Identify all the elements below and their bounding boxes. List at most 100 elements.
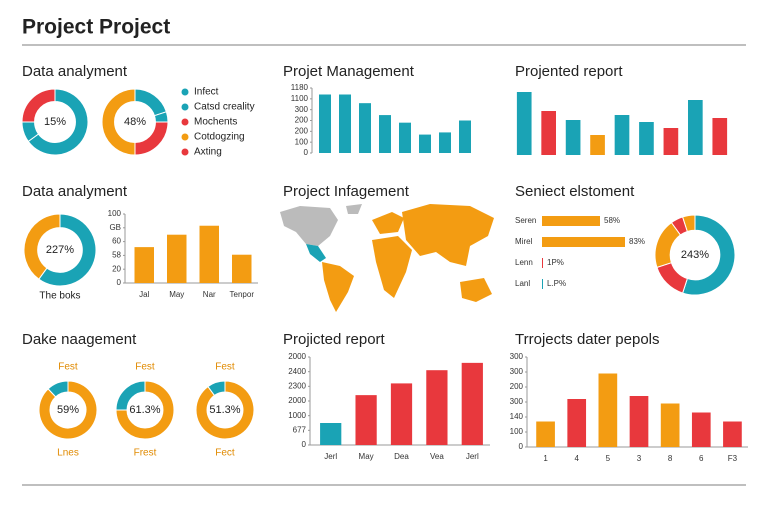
- x-tick-label: Tenpor: [230, 290, 255, 299]
- x-tick-label: 4: [574, 454, 579, 463]
- donut-label: 51.3%: [209, 404, 240, 416]
- panel-title: Seniect elstoment: [515, 183, 635, 200]
- donut-label: 48%: [124, 116, 146, 128]
- bar: [359, 103, 371, 153]
- panel-title: Data analyment: [22, 63, 128, 80]
- panel-title: Projented report: [515, 63, 623, 80]
- donut-segment: [115, 380, 175, 440]
- bar: [319, 94, 331, 153]
- donut-segment: [38, 213, 97, 287]
- bar: [723, 421, 742, 447]
- donut-segment: [21, 88, 56, 123]
- legend-label: Infect: [194, 87, 219, 98]
- legend-label: Catsd creality: [194, 102, 255, 113]
- bar: [663, 128, 679, 155]
- donut-label: 227%: [46, 244, 74, 256]
- legend-swatch: [181, 148, 189, 156]
- category-label: Mirel: [515, 237, 533, 246]
- x-tick-label: Vea: [430, 452, 444, 461]
- donut-segment: [101, 88, 136, 156]
- bar: [390, 383, 413, 445]
- legend-label: Mochents: [194, 117, 237, 128]
- panel-title: Projicted report: [283, 331, 386, 348]
- y-tick-label: 300: [510, 397, 524, 406]
- y-tick-label: 1000: [288, 411, 306, 420]
- bar: [542, 258, 543, 268]
- page-title: Project Project: [22, 16, 170, 39]
- value-label: 58%: [604, 216, 620, 225]
- bar: [439, 132, 451, 153]
- donut-segment: [27, 88, 89, 156]
- bar: [339, 94, 351, 153]
- y-tick-label: 2000: [288, 352, 306, 361]
- panel-title: Dake naagement: [22, 331, 137, 348]
- y-tick-label: 0: [117, 278, 122, 287]
- bar: [688, 100, 703, 155]
- donut-bottom-label: Lnes: [57, 448, 79, 459]
- bar: [516, 92, 532, 155]
- bar: [134, 247, 154, 283]
- bar: [426, 370, 448, 445]
- donut-label: 15%: [44, 116, 66, 128]
- x-tick-label: May: [359, 452, 374, 461]
- donut-segment: [23, 213, 61, 280]
- x-tick-label: 3: [637, 454, 642, 463]
- bar: [590, 135, 605, 155]
- category-label: Lanl: [515, 279, 530, 288]
- bar: [379, 115, 391, 153]
- y-tick-label: 2000: [288, 396, 306, 405]
- donut-top-label: Fest: [58, 362, 78, 373]
- y-tick-label: 20: [112, 264, 121, 273]
- y-tick-label: 0: [302, 440, 307, 449]
- donut-segment: [682, 214, 696, 233]
- legend-label: Cotdogzing: [194, 132, 245, 143]
- legend-swatch: [181, 88, 189, 96]
- bar: [167, 234, 187, 283]
- donut-bottom-label: Fect: [215, 448, 235, 459]
- bar: [461, 362, 483, 445]
- x-tick-label: 5: [606, 454, 611, 463]
- bar: [629, 396, 649, 447]
- x-tick-label: 6: [699, 454, 704, 463]
- panel-title: Trrojects dater pepols: [515, 331, 660, 348]
- bar: [542, 237, 625, 247]
- y-tick-label: 200: [295, 126, 309, 135]
- x-tick-label: Jal: [139, 290, 149, 299]
- bar: [419, 134, 431, 153]
- bar: [598, 373, 618, 447]
- donut-caption: The boks: [39, 291, 80, 302]
- y-tick-label: 100: [108, 209, 122, 218]
- y-tick-label: 58: [112, 251, 121, 260]
- bar: [542, 216, 600, 226]
- y-tick-label: 100: [295, 137, 309, 146]
- donut-label: 59%: [57, 404, 79, 416]
- bar: [399, 122, 411, 153]
- category-label: Seren: [515, 216, 536, 225]
- donut-segment: [38, 380, 98, 440]
- y-tick-label: 100: [510, 427, 524, 436]
- value-label: 1P%: [547, 258, 564, 267]
- y-tick-label: 1100: [291, 94, 309, 103]
- y-tick-label: 300: [510, 367, 524, 376]
- bar: [614, 115, 630, 155]
- y-tick-label: GB: [109, 223, 121, 232]
- y-tick-label: 677: [293, 425, 307, 434]
- bar: [567, 399, 587, 447]
- donut-label: 243%: [681, 249, 709, 261]
- x-tick-label: F3: [728, 454, 738, 463]
- y-tick-label: 2300: [288, 381, 306, 390]
- legend-label: Axting: [194, 147, 222, 158]
- bar: [660, 403, 680, 447]
- y-tick-label: 2400: [288, 367, 306, 376]
- x-tick-label: Jerl: [466, 452, 479, 461]
- donut-top-label: Fest: [135, 362, 155, 373]
- x-tick-label: Nar: [203, 290, 216, 299]
- x-tick-label: Dea: [394, 452, 409, 461]
- bar: [541, 111, 556, 155]
- y-tick-label: 60: [112, 237, 121, 246]
- bar: [536, 421, 555, 447]
- bar: [232, 254, 252, 283]
- y-tick-label: 300: [510, 352, 524, 361]
- panel-title: Data analyment: [22, 183, 128, 200]
- panel-title: Project Infagement: [283, 183, 410, 200]
